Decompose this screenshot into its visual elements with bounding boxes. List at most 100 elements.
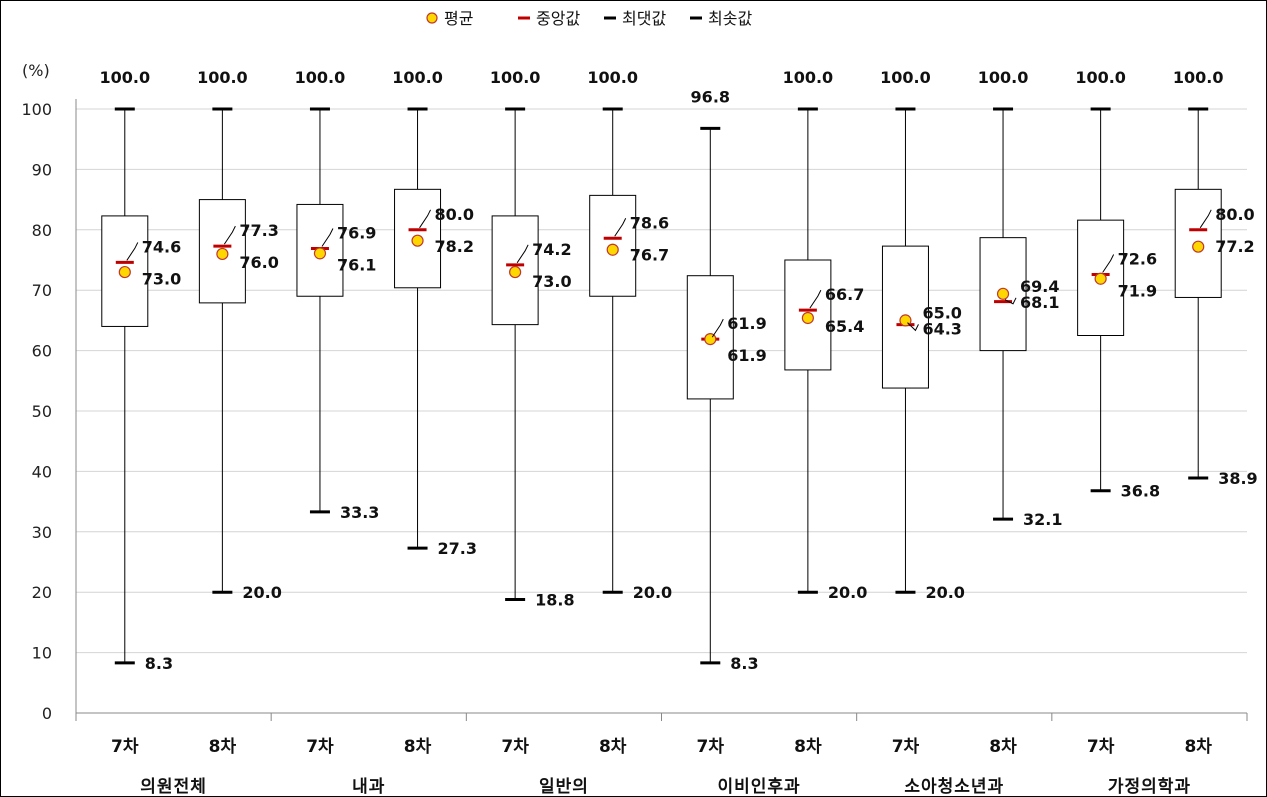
mean-marker [313,247,327,260]
round-label: 8차 [209,737,237,757]
max-value-label: 100.0 [99,68,150,87]
mean-marker [216,247,229,261]
median-value-label: 68.1 [1020,293,1059,312]
label-leader-line [711,318,724,338]
median-value-label: 74.2 [532,240,571,259]
mean-value-label: 73.0 [532,272,571,291]
median-value-label: 80.0 [1215,205,1254,224]
max-value-label: 100.0 [783,68,834,87]
label-leader-line [907,322,919,332]
median-value-label: 76.9 [337,224,376,243]
mean-value-label: 69.4 [1020,277,1059,296]
y-tick-label: 80 [32,221,52,240]
round-label: 8차 [599,737,627,757]
group-label: 의원전체 [140,777,207,797]
y-tick-label: 100 [21,100,52,119]
max-value-label: 100.0 [392,68,443,87]
mean-value-label: 76.0 [239,253,278,272]
y-tick-label: 30 [32,523,52,542]
label-leader-line [1199,209,1212,229]
label-leader-line [809,289,822,309]
group-label: 일반의 [539,777,589,797]
label-leader-line [321,228,334,247]
legend-max-label: 최댓값 [622,9,666,28]
y-tick-label: 10 [32,644,52,663]
mean-marker [996,287,1010,300]
round-label: 7차 [697,737,725,757]
mean-marker [606,243,619,256]
mean-value-label: 65.4 [825,317,864,336]
median-value-label: 77.3 [239,221,278,240]
group-label: 내과 [352,777,385,797]
mean-marker [1094,272,1107,285]
max-value-label: 100.0 [490,68,541,87]
min-value-label: 20.0 [633,583,672,602]
mean-value-label: 76.7 [630,245,669,264]
label-leader-line [223,225,236,245]
max-value-label: 100.0 [197,68,248,87]
legend-min-label: 최솟값 [708,9,752,28]
min-value-label: 36.8 [1121,482,1160,501]
legend-mean-label: 평균 [444,9,473,28]
group-label: 이비인후과 [717,776,800,797]
max-value-label: 100.0 [587,68,638,87]
min-value-label: 20.0 [828,583,867,602]
label-leader-line [1102,254,1115,273]
median-value-label: 74.6 [142,237,181,256]
round-label: 7차 [1087,737,1115,757]
min-value-label: 27.3 [438,539,477,558]
min-value-label: 8.3 [730,654,758,673]
label-leader-line [1004,297,1017,305]
y-unit-label: (%) [22,61,50,80]
mean-value-label: 76.1 [337,256,376,275]
mean-value-label: 78.2 [435,237,474,256]
round-label: 7차 [501,737,529,757]
mean-value-label: 73.0 [142,269,181,288]
round-label: 7차 [111,737,139,757]
min-value-label: 38.9 [1218,469,1257,488]
min-value-label: 33.3 [340,503,379,522]
y-tick-label: 50 [32,402,52,421]
mean-marker [704,333,717,346]
round-label: 8차 [1184,737,1212,757]
max-value-label: 100.0 [295,68,346,87]
round-label: 8차 [794,737,822,757]
mean-value-label: 65.0 [922,303,961,322]
group-label: 소아청소년과 [904,776,1004,797]
y-tick-label: 60 [32,342,52,361]
median-value-label: 78.6 [630,213,669,232]
min-value-label: 8.3 [145,654,173,673]
max-value-label: 96.8 [691,87,730,106]
median-value-label: 80.0 [435,205,474,224]
legend-mean-marker [426,12,438,24]
median-value-label: 66.7 [825,285,864,304]
max-value-label: 100.0 [978,68,1029,87]
y-tick-label: 70 [32,281,52,300]
round-label: 7차 [306,737,334,757]
max-value-label: 100.0 [1173,68,1224,87]
median-value-label: 61.9 [727,314,766,333]
label-leader-line [516,244,529,264]
label-leader-line [126,242,139,261]
label-leader-line [419,209,431,229]
min-value-label: 20.0 [242,583,281,602]
y-tick-label: 0 [42,704,52,723]
mean-value-label: 77.2 [1215,237,1254,256]
min-value-label: 32.1 [1023,510,1062,529]
mean-marker [411,234,424,247]
mean-marker [801,311,814,325]
median-value-label: 64.3 [922,319,961,338]
round-label: 8차 [989,737,1017,757]
group-label: 가정의학과 [1108,777,1191,797]
y-tick-label: 90 [32,160,52,179]
mean-value-label: 71.9 [1118,281,1157,300]
y-tick-label: 40 [32,462,52,481]
iqr-box [101,215,149,327]
max-value-label: 100.0 [880,68,931,87]
min-value-label: 18.8 [535,590,574,609]
label-leader-line [614,218,627,237]
y-tick-label: 20 [32,583,52,602]
round-label: 8차 [404,737,432,757]
